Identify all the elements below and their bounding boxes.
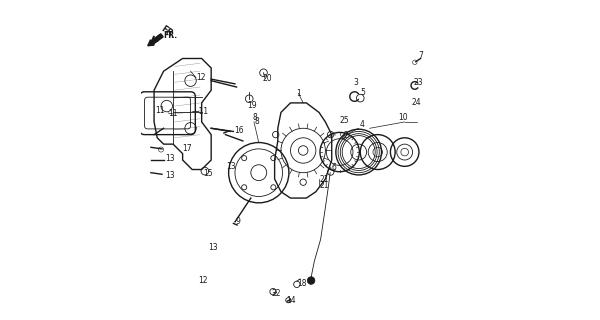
Text: 6: 6 xyxy=(332,163,337,172)
Text: 13: 13 xyxy=(226,162,236,171)
Text: 13: 13 xyxy=(165,154,175,163)
Text: 3: 3 xyxy=(353,78,358,87)
Text: 10: 10 xyxy=(398,113,407,122)
Text: 22: 22 xyxy=(271,289,281,299)
Text: 14: 14 xyxy=(287,296,296,305)
Text: 13: 13 xyxy=(209,244,218,252)
Text: —11: —11 xyxy=(191,107,209,116)
Text: 8: 8 xyxy=(253,113,257,122)
Text: FR.: FR. xyxy=(164,31,178,40)
Text: 4: 4 xyxy=(359,120,365,129)
Text: 12: 12 xyxy=(198,276,208,285)
Text: 2: 2 xyxy=(344,132,349,140)
Text: 5: 5 xyxy=(360,88,365,97)
Text: 13: 13 xyxy=(165,171,175,180)
Circle shape xyxy=(307,277,315,284)
Text: 25: 25 xyxy=(340,116,349,124)
Text: 17: 17 xyxy=(182,144,192,153)
FancyArrow shape xyxy=(148,34,163,46)
Text: 15: 15 xyxy=(203,169,213,178)
Text: 11: 11 xyxy=(169,108,178,117)
Text: 9: 9 xyxy=(236,217,241,226)
Text: 18: 18 xyxy=(298,279,307,288)
Text: 19: 19 xyxy=(248,101,257,110)
Text: 16: 16 xyxy=(234,126,244,135)
Text: 21: 21 xyxy=(320,175,329,184)
Text: 23: 23 xyxy=(413,77,423,86)
Text: 11: 11 xyxy=(155,106,165,115)
Text: 7: 7 xyxy=(418,52,423,60)
Text: 24: 24 xyxy=(412,99,422,108)
Text: 20: 20 xyxy=(263,74,272,83)
Text: 12: 12 xyxy=(196,73,205,82)
Text: 8: 8 xyxy=(254,117,259,126)
Text: 2: 2 xyxy=(340,132,345,141)
Text: 1: 1 xyxy=(296,89,301,98)
Text: FR.: FR. xyxy=(159,25,176,41)
Text: 21: 21 xyxy=(319,181,329,190)
